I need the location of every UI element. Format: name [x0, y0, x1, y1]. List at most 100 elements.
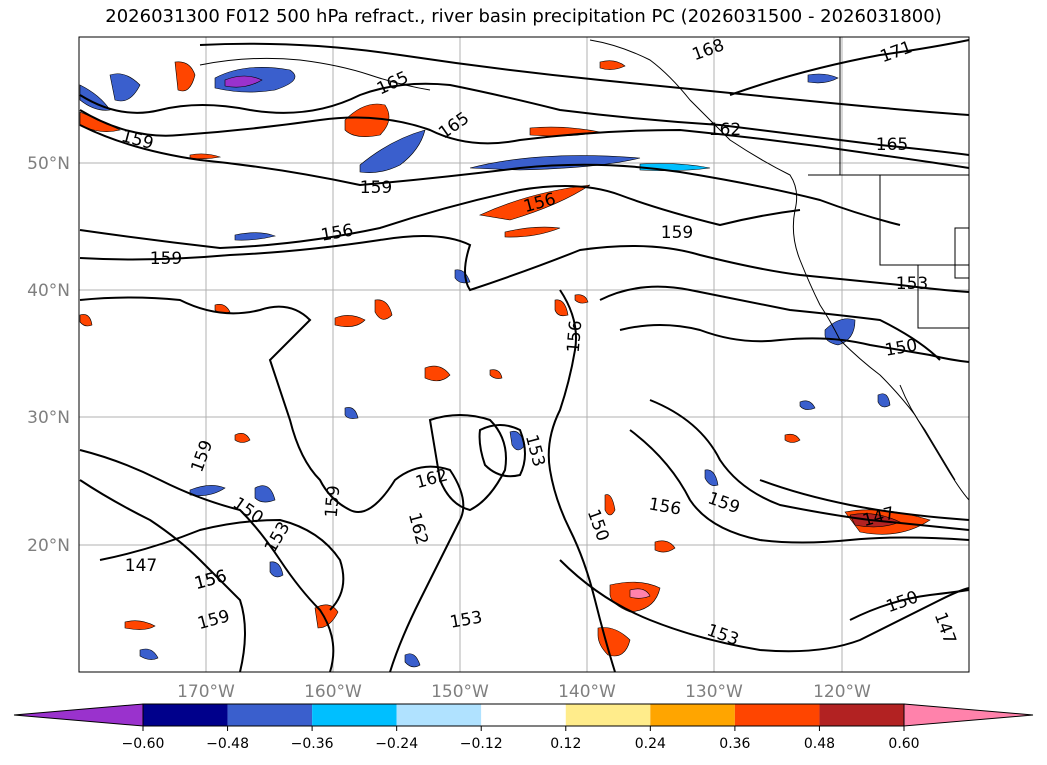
lon-label-170w: 170°W — [177, 682, 235, 702]
shade-positive — [599, 60, 626, 70]
contour-label: 147 — [125, 556, 157, 576]
colorbar-segment — [819, 704, 904, 726]
shade-positive — [504, 226, 561, 238]
colorbar-tick-label: −0.36 — [291, 736, 334, 752]
coastlines — [199, 37, 970, 501]
shade-positive — [574, 294, 589, 304]
contour-159-east — [649, 399, 970, 531]
shade-negative — [877, 393, 891, 408]
shade-positive — [79, 314, 93, 327]
contour-168 — [199, 42, 970, 116]
coastline-baja — [899, 384, 956, 481]
lat-label-20n: 20°N — [27, 536, 70, 556]
shade-positive — [424, 365, 451, 382]
contour-156-north — [79, 185, 801, 250]
shade-negative — [799, 400, 816, 410]
shade-negative — [469, 155, 641, 171]
shade-positive — [234, 433, 251, 443]
shade-negative — [404, 653, 421, 668]
lat-label-30n: 30°N — [27, 408, 70, 428]
shade-positive — [334, 315, 366, 327]
contour-153-south — [559, 559, 970, 653]
contour-162-closed — [428, 414, 507, 512]
colorbar-segment — [565, 704, 651, 726]
contour-label: 153 — [896, 274, 928, 294]
colorbar-segment — [312, 704, 397, 726]
shade-positive — [124, 620, 156, 630]
contour-156-east — [629, 429, 970, 544]
shade-negative — [139, 648, 159, 660]
shade-negative — [807, 73, 839, 84]
contour-150 — [619, 324, 970, 363]
map-frame — [78, 36, 970, 673]
shade-negative — [269, 561, 284, 578]
contour-162-south — [79, 296, 465, 673]
colorbar-tick-label: −0.12 — [460, 736, 503, 752]
contour-159-north — [79, 124, 901, 226]
lon-label-130w: 130°W — [685, 682, 743, 702]
map-title: 2026031300 F012 500 hPa refract., river … — [105, 6, 942, 27]
contour-156-central — [547, 289, 616, 673]
lon-label-150w: 150°W — [431, 682, 489, 702]
contour-153 — [599, 285, 941, 361]
contour-label: 162 — [709, 120, 741, 140]
precip-shading — [79, 60, 931, 668]
contour-159-mid — [79, 235, 970, 293]
shade-negative — [359, 129, 426, 173]
lon-label-140w: 140°W — [558, 682, 616, 702]
political-borders — [808, 174, 970, 329]
coastline-alaska — [199, 57, 431, 91]
colorbar-tick-label: 0.36 — [719, 736, 750, 752]
contour-147-west — [99, 518, 345, 611]
shade-positive — [554, 299, 569, 317]
shade-positive — [374, 299, 393, 320]
shade-positive — [654, 540, 676, 553]
colorbar: −0.60 −0.48 −0.36 −0.24 −0.12 0.12 0.24 0.36 0.4… — [13, 703, 1034, 752]
colorbar-frame — [142, 703, 905, 727]
colorbar-segment — [227, 704, 313, 726]
colorbar-tick-label: −0.48 — [206, 736, 249, 752]
contour-165 — [79, 82, 970, 156]
contour-label: 156 — [564, 320, 587, 354]
colorbar-segment — [143, 704, 228, 726]
contour-150-west — [79, 449, 335, 673]
lat-labels: 50°N 40°N 30°N 20°N — [27, 154, 70, 556]
colorbar-tick-label: 0.60 — [888, 736, 919, 752]
colorbar-tick-label: 0.24 — [635, 736, 666, 752]
contour-150-south — [849, 589, 970, 621]
shade-positive — [344, 103, 390, 137]
shade-positive — [784, 433, 801, 443]
colorbar-tick-label: 0.12 — [550, 736, 581, 752]
lon-label-120w: 120°W — [813, 682, 871, 702]
colorbar-tick-label: −0.60 — [122, 736, 165, 752]
shade-negative — [79, 84, 111, 111]
contour-153-west — [79, 479, 246, 673]
colorbar-segment — [650, 704, 735, 726]
contour-label: 159 — [150, 249, 182, 269]
colorbar-extend-min — [13, 703, 144, 727]
colorbar-segment — [396, 704, 482, 726]
colorbar-segment — [481, 704, 566, 726]
shade-negative — [704, 469, 719, 486]
colorbar-extend-max — [903, 703, 1034, 727]
colorbar-tick-label: −0.24 — [375, 736, 418, 752]
colorbar-segment — [734, 704, 820, 726]
shade-negative — [109, 73, 141, 102]
shade-positive — [174, 61, 196, 92]
shade-negative — [344, 407, 359, 419]
contour-162 — [79, 109, 970, 169]
shade-negative — [234, 232, 276, 241]
lon-labels: 170°W 160°W 150°W 140°W 130°W 120°W — [177, 682, 871, 702]
lat-label-40n: 40°N — [27, 281, 70, 301]
lat-label-50n: 50°N — [27, 154, 70, 174]
contour-171 — [729, 39, 970, 96]
contour-label: 159 — [360, 178, 392, 198]
contour-147-east — [759, 479, 970, 521]
shade-positive — [604, 494, 616, 516]
contour-153-closed — [478, 424, 526, 478]
map-panel — [79, 37, 969, 672]
contour-label: 159 — [322, 485, 345, 519]
contour-lines — [79, 39, 970, 673]
shade-positive — [597, 627, 631, 657]
